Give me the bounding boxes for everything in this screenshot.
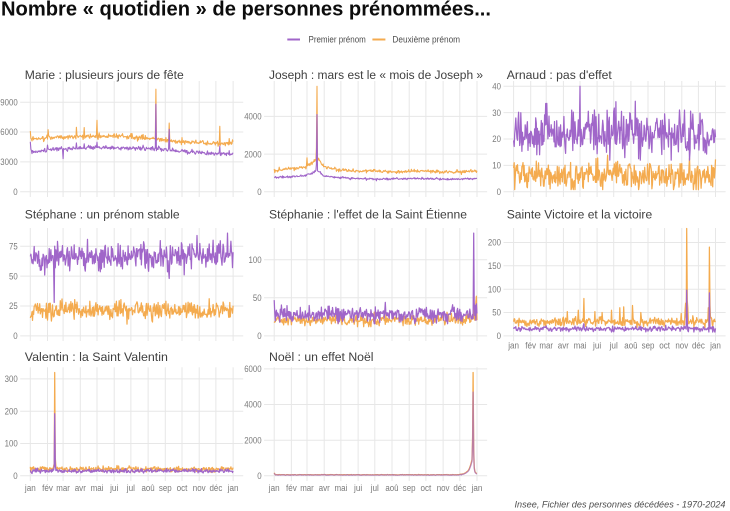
svg-text:aoû: aoû: [142, 483, 155, 493]
svg-text:2000: 2000: [244, 149, 261, 159]
svg-text:mar: mar: [56, 483, 70, 493]
svg-text:fév: fév: [286, 483, 297, 493]
svg-text:avr: avr: [558, 341, 569, 351]
svg-text:30: 30: [492, 108, 501, 118]
svg-text:déc: déc: [453, 483, 466, 493]
svg-text:20: 20: [492, 134, 501, 144]
svg-text:Insee, Fichier des personnes d: Insee, Fichier des personnes décédées - …: [515, 500, 726, 510]
svg-text:sep: sep: [642, 341, 655, 351]
svg-text:Stéphane : un prénom stable: Stéphane : un prénom stable: [25, 207, 180, 221]
svg-text:200: 200: [488, 238, 501, 248]
svg-text:Joseph : mars est le « mois de: Joseph : mars est le « mois de Joseph »: [269, 68, 483, 82]
svg-text:150: 150: [488, 261, 501, 271]
svg-text:4000: 4000: [244, 112, 261, 122]
svg-text:jul: jul: [126, 483, 135, 493]
svg-text:jui: jui: [353, 483, 362, 493]
svg-text:100: 100: [249, 255, 262, 265]
svg-text:mai: mai: [574, 341, 587, 351]
svg-text:25: 25: [9, 301, 18, 311]
svg-text:nov: nov: [193, 483, 206, 493]
svg-text:0: 0: [13, 331, 17, 341]
svg-text:3000: 3000: [0, 157, 17, 167]
svg-text:jul: jul: [609, 341, 618, 351]
svg-text:Deuxième prénom: Deuxième prénom: [392, 35, 460, 45]
svg-text:déc: déc: [692, 341, 705, 351]
svg-text:jan: jan: [268, 483, 280, 493]
svg-text:aoû: aoû: [385, 483, 398, 493]
svg-text:jan: jan: [24, 483, 36, 493]
svg-text:Sainte Victoire et la victoire: Sainte Victoire et la victoire: [507, 207, 653, 221]
svg-text:0: 0: [497, 331, 501, 341]
svg-text:50: 50: [492, 308, 501, 318]
svg-text:Stéphanie : l'effet de la Sain: Stéphanie : l'effet de la Saint Étienne: [269, 206, 467, 221]
svg-text:jan: jan: [507, 341, 519, 351]
svg-text:nov: nov: [675, 341, 688, 351]
svg-text:9000: 9000: [0, 97, 17, 107]
svg-text:0: 0: [257, 331, 261, 341]
svg-text:mar: mar: [300, 483, 314, 493]
svg-text:2000: 2000: [244, 435, 261, 445]
svg-text:Marie : plusieurs jours de fêt: Marie : plusieurs jours de fête: [25, 68, 184, 82]
svg-text:200: 200: [5, 406, 18, 416]
svg-text:Noël : un effet Noël: Noël : un effet Noël: [269, 350, 374, 364]
svg-text:mar: mar: [539, 341, 553, 351]
svg-text:4000: 4000: [244, 400, 261, 410]
svg-text:oct: oct: [659, 341, 670, 351]
svg-text:jui: jui: [109, 483, 118, 493]
svg-text:0: 0: [257, 471, 261, 481]
svg-text:300: 300: [5, 374, 18, 384]
svg-text:sep: sep: [403, 483, 416, 493]
svg-text:jul: jul: [370, 483, 379, 493]
svg-text:6000: 6000: [244, 364, 261, 374]
svg-text:Nombre « quotidien » de person: Nombre « quotidien » de personnes prénom…: [1, 0, 491, 20]
svg-text:0: 0: [13, 471, 17, 481]
svg-text:50: 50: [9, 271, 18, 281]
svg-text:40: 40: [492, 82, 501, 92]
svg-text:oct: oct: [177, 483, 188, 493]
svg-text:0: 0: [497, 187, 501, 197]
svg-text:Arnaud : pas d'effet: Arnaud : pas d'effet: [507, 68, 613, 82]
svg-text:nov: nov: [437, 483, 450, 493]
svg-text:jan: jan: [709, 341, 721, 351]
svg-text:jan: jan: [471, 483, 483, 493]
svg-text:10: 10: [492, 161, 501, 171]
svg-text:fév: fév: [42, 483, 53, 493]
svg-text:6000: 6000: [0, 127, 17, 137]
svg-text:sep: sep: [159, 483, 172, 493]
svg-text:Valentin : la Saint Valentin: Valentin : la Saint Valentin: [25, 350, 168, 364]
svg-text:avr: avr: [75, 483, 86, 493]
svg-text:déc: déc: [210, 483, 223, 493]
svg-text:oct: oct: [421, 483, 432, 493]
svg-text:fév: fév: [525, 341, 536, 351]
svg-text:avr: avr: [319, 483, 330, 493]
svg-text:0: 0: [13, 187, 17, 197]
svg-text:jan: jan: [227, 483, 239, 493]
svg-text:jui: jui: [592, 341, 601, 351]
svg-text:aoû: aoû: [624, 341, 637, 351]
svg-text:100: 100: [488, 284, 501, 294]
svg-text:75: 75: [9, 242, 18, 252]
svg-text:0: 0: [257, 187, 261, 197]
svg-text:100: 100: [5, 439, 18, 449]
svg-text:Premier prénom: Premier prénom: [309, 35, 366, 45]
svg-text:mai: mai: [335, 483, 348, 493]
svg-text:50: 50: [253, 293, 262, 303]
svg-text:mai: mai: [91, 483, 104, 493]
